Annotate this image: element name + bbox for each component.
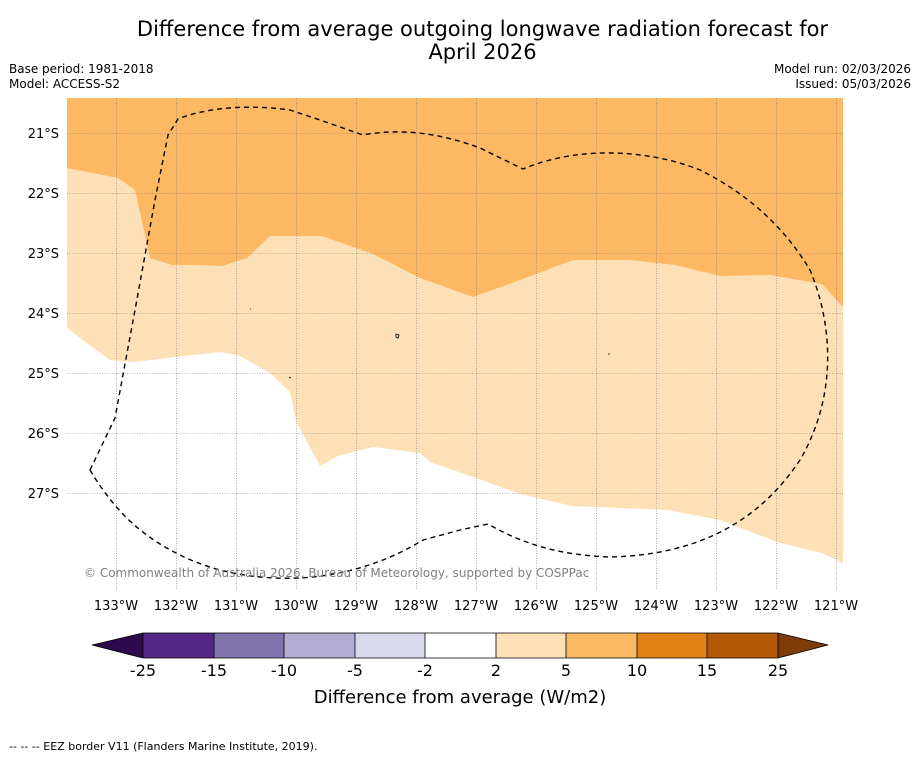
colorbar-min-extension — [92, 633, 143, 658]
colorbar-tick: -10 — [271, 661, 297, 680]
map-plot: © Commonwealth of Australia 2026, Bureau… — [67, 98, 843, 590]
lon-label: 129°W — [334, 599, 378, 614]
copyright-notice: © Commonwealth of Australia 2026, Bureau… — [84, 566, 589, 580]
issued-date: Issued: 05/03/2026 — [795, 77, 911, 91]
island-marker — [395, 333, 400, 339]
title-line-1: Difference from average outgoing longwav… — [136, 17, 829, 41]
lon-labels: 133°W 132°W 131°W 130°W 129°W 128°W 127°… — [94, 599, 858, 614]
colorbar-tick: 15 — [697, 661, 717, 680]
colorbar-segment — [143, 633, 214, 658]
lat-label: 26°S — [28, 427, 59, 442]
lat-label: 25°S — [28, 367, 59, 382]
lat-labels: 21°S 22°S 23°S 24°S 25°S 26°S 27°S — [28, 127, 59, 502]
colorbar-tick: 2 — [491, 661, 501, 680]
colorbar-tick: 5 — [561, 661, 571, 680]
base-period: Base period: 1981-2018 — [9, 62, 154, 76]
lat-gridlines — [67, 133, 843, 494]
lat-label: 21°S — [28, 127, 59, 142]
colorbar-tick: -5 — [347, 661, 363, 680]
model-run: Model run: 02/03/2026 — [773, 62, 911, 76]
lon-label: 124°W — [634, 599, 678, 614]
lon-label: 126°W — [514, 599, 558, 614]
lon-label: 127°W — [454, 599, 498, 614]
colorbar-segment — [566, 633, 637, 658]
colorbar-segment — [355, 633, 425, 658]
lon-label: 123°W — [694, 599, 738, 614]
colorbar-segment — [707, 633, 778, 658]
colorbar-max-extension — [778, 633, 828, 658]
colorbar-tick: -15 — [201, 661, 227, 680]
colorbar: -25 -15 -10 -5 -2 2 5 10 15 25 Differenc… — [91, 632, 829, 708]
colorbar-segment — [425, 633, 496, 658]
lat-label: 23°S — [28, 247, 59, 262]
eez-legend-note: -- -- -- EEZ border V11 (Flanders Marine… — [9, 740, 318, 753]
colorbar-tick: -25 — [130, 661, 156, 680]
lon-gridlines — [116, 98, 837, 590]
lon-label: 125°W — [574, 599, 618, 614]
lat-label: 22°S — [28, 187, 59, 202]
lon-label: 128°W — [394, 599, 438, 614]
lon-label: 131°W — [214, 599, 258, 614]
colorbar-segment — [284, 633, 355, 658]
colorbar-dividers — [142, 633, 779, 658]
meta-right: Model run: 02/03/2026 Issued: 05/03/2026 — [774, 62, 911, 92]
map-title: Difference from average outgoing longwav… — [40, 18, 919, 64]
colorbar-tick: 10 — [627, 661, 647, 680]
colorbar-segment — [496, 633, 566, 658]
lat-label: 24°S — [28, 307, 59, 322]
lon-label: 132°W — [154, 599, 198, 614]
title-line-2: April 2026 — [428, 40, 537, 64]
colorbar-tick: -2 — [417, 661, 433, 680]
lon-label: 133°W — [94, 599, 138, 614]
meta-left: Base period: 1981-2018 Model: ACCESS-S2 — [9, 62, 154, 92]
lat-label: 27°S — [28, 487, 59, 502]
lon-label: 121°W — [814, 599, 858, 614]
colorbar-segment — [214, 633, 284, 658]
anomaly-region-5-10 — [67, 98, 843, 307]
colorbar-segment — [637, 633, 707, 658]
lon-label: 122°W — [754, 599, 798, 614]
lon-label: 130°W — [274, 599, 318, 614]
model-name: Model: ACCESS-S2 — [9, 77, 121, 91]
colorbar-label: Difference from average (W/m2) — [314, 687, 606, 708]
island-marker — [288, 376, 292, 379]
colorbar-tick: 25 — [768, 661, 788, 680]
